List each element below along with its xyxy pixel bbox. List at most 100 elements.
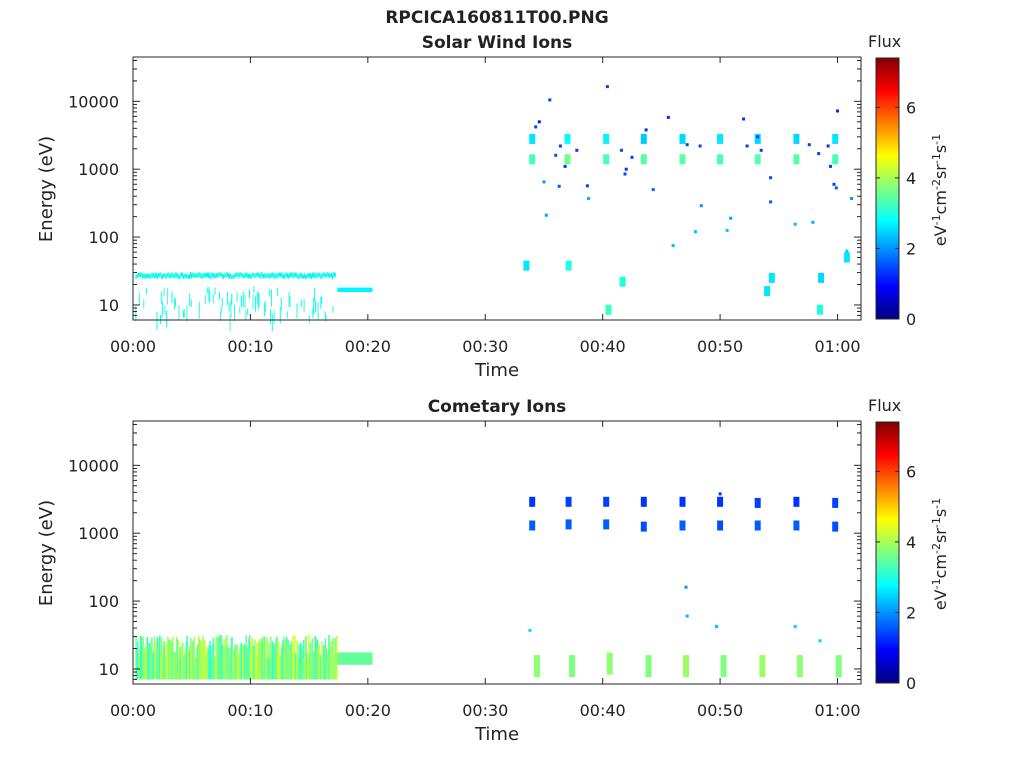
flux-column bbox=[211, 272, 213, 277]
flux-column bbox=[146, 274, 149, 279]
flux-column bbox=[140, 636, 143, 680]
x-tick-label: 00:20 bbox=[345, 701, 391, 720]
flux-column bbox=[153, 636, 156, 680]
flux-column bbox=[144, 273, 146, 278]
flux-column bbox=[153, 651, 155, 680]
flux-column bbox=[277, 288, 279, 297]
flux-column bbox=[227, 648, 230, 680]
flux-column bbox=[152, 273, 154, 278]
flux-column bbox=[253, 286, 255, 293]
flux-column bbox=[160, 291, 162, 304]
flux-column bbox=[156, 636, 158, 680]
flux-point bbox=[685, 614, 689, 618]
flux-column bbox=[299, 273, 301, 278]
flux-column bbox=[145, 646, 147, 680]
flux-column bbox=[230, 638, 232, 680]
flux-column bbox=[219, 634, 221, 680]
flux-column bbox=[191, 272, 194, 277]
flux-column bbox=[137, 641, 139, 680]
flux-column bbox=[196, 648, 198, 680]
flux-column bbox=[327, 272, 329, 277]
flux-column bbox=[172, 274, 174, 279]
flux-column bbox=[139, 635, 142, 680]
solar-wind-axes-frame bbox=[132, 56, 862, 321]
flux-column bbox=[278, 272, 281, 277]
flux-column bbox=[208, 645, 210, 680]
flux-column bbox=[204, 294, 206, 304]
flux-column bbox=[225, 273, 227, 278]
flux-column bbox=[241, 272, 243, 277]
y-tick-label: 1000 bbox=[78, 160, 119, 179]
flux-column bbox=[255, 296, 257, 312]
flux-column bbox=[315, 272, 317, 277]
flux-column bbox=[269, 289, 271, 297]
flux-column bbox=[296, 273, 298, 278]
flux-column bbox=[161, 274, 164, 279]
flux-column bbox=[271, 641, 274, 680]
flux-column bbox=[142, 274, 144, 278]
y-tick-label: 10 bbox=[99, 296, 119, 315]
flux-column bbox=[174, 297, 176, 310]
flux-column bbox=[242, 645, 245, 680]
flux-column bbox=[168, 274, 171, 279]
flux-column bbox=[182, 642, 184, 680]
flux-column bbox=[175, 636, 178, 680]
colorbar-label-part: eV bbox=[931, 589, 950, 610]
flux-column bbox=[265, 656, 268, 680]
flux-point bbox=[845, 249, 849, 253]
flux-column bbox=[171, 273, 173, 278]
flux-column bbox=[317, 648, 320, 680]
cometary-colorbar-title: Flux bbox=[868, 396, 901, 415]
flux-point bbox=[630, 155, 634, 159]
flux-column bbox=[270, 273, 272, 278]
colorbar-tick-label: 0 bbox=[906, 310, 916, 329]
flux-column bbox=[282, 274, 284, 279]
flux-column bbox=[318, 644, 320, 680]
flux-column bbox=[309, 273, 312, 278]
flux-column bbox=[136, 274, 138, 279]
flux-column bbox=[289, 272, 291, 277]
flux-column bbox=[207, 274, 209, 278]
flux-column bbox=[330, 273, 333, 277]
flux-column bbox=[285, 636, 288, 680]
flux-column bbox=[175, 272, 177, 277]
flux-column bbox=[331, 275, 334, 280]
flux-column bbox=[225, 638, 227, 680]
flux-point bbox=[685, 143, 689, 147]
flux-point bbox=[745, 144, 749, 148]
flux-column bbox=[264, 639, 267, 680]
flux-column bbox=[138, 273, 141, 278]
flux-column bbox=[312, 308, 314, 319]
flux-column bbox=[217, 273, 219, 278]
flux-column bbox=[167, 272, 170, 277]
flux-column bbox=[294, 652, 297, 680]
flux-column bbox=[144, 648, 146, 680]
flux-column bbox=[165, 646, 167, 680]
flux-column bbox=[146, 636, 149, 680]
flux-column bbox=[320, 658, 322, 680]
flux-column bbox=[197, 635, 200, 680]
flux-column bbox=[255, 647, 257, 680]
flux-column bbox=[293, 635, 296, 680]
flux-column bbox=[251, 637, 254, 680]
flux-column bbox=[165, 275, 167, 279]
flux-column bbox=[302, 640, 305, 680]
flux-column bbox=[252, 646, 254, 680]
flux-column bbox=[260, 272, 262, 277]
flux-point bbox=[651, 188, 655, 192]
flux-column bbox=[331, 638, 334, 680]
flux-cell bbox=[529, 133, 536, 144]
flux-column bbox=[326, 272, 328, 277]
flux-column bbox=[179, 646, 181, 680]
flux-column bbox=[220, 306, 222, 314]
flux-column bbox=[282, 640, 284, 680]
flux-column bbox=[160, 654, 162, 680]
flux-cell bbox=[679, 496, 686, 507]
flux-column bbox=[143, 299, 145, 309]
flux-column bbox=[249, 650, 252, 680]
flux-column bbox=[328, 273, 330, 278]
flux-point bbox=[666, 115, 670, 119]
flux-point bbox=[585, 184, 589, 188]
flux-column bbox=[181, 272, 183, 277]
flux-cell bbox=[754, 154, 761, 165]
